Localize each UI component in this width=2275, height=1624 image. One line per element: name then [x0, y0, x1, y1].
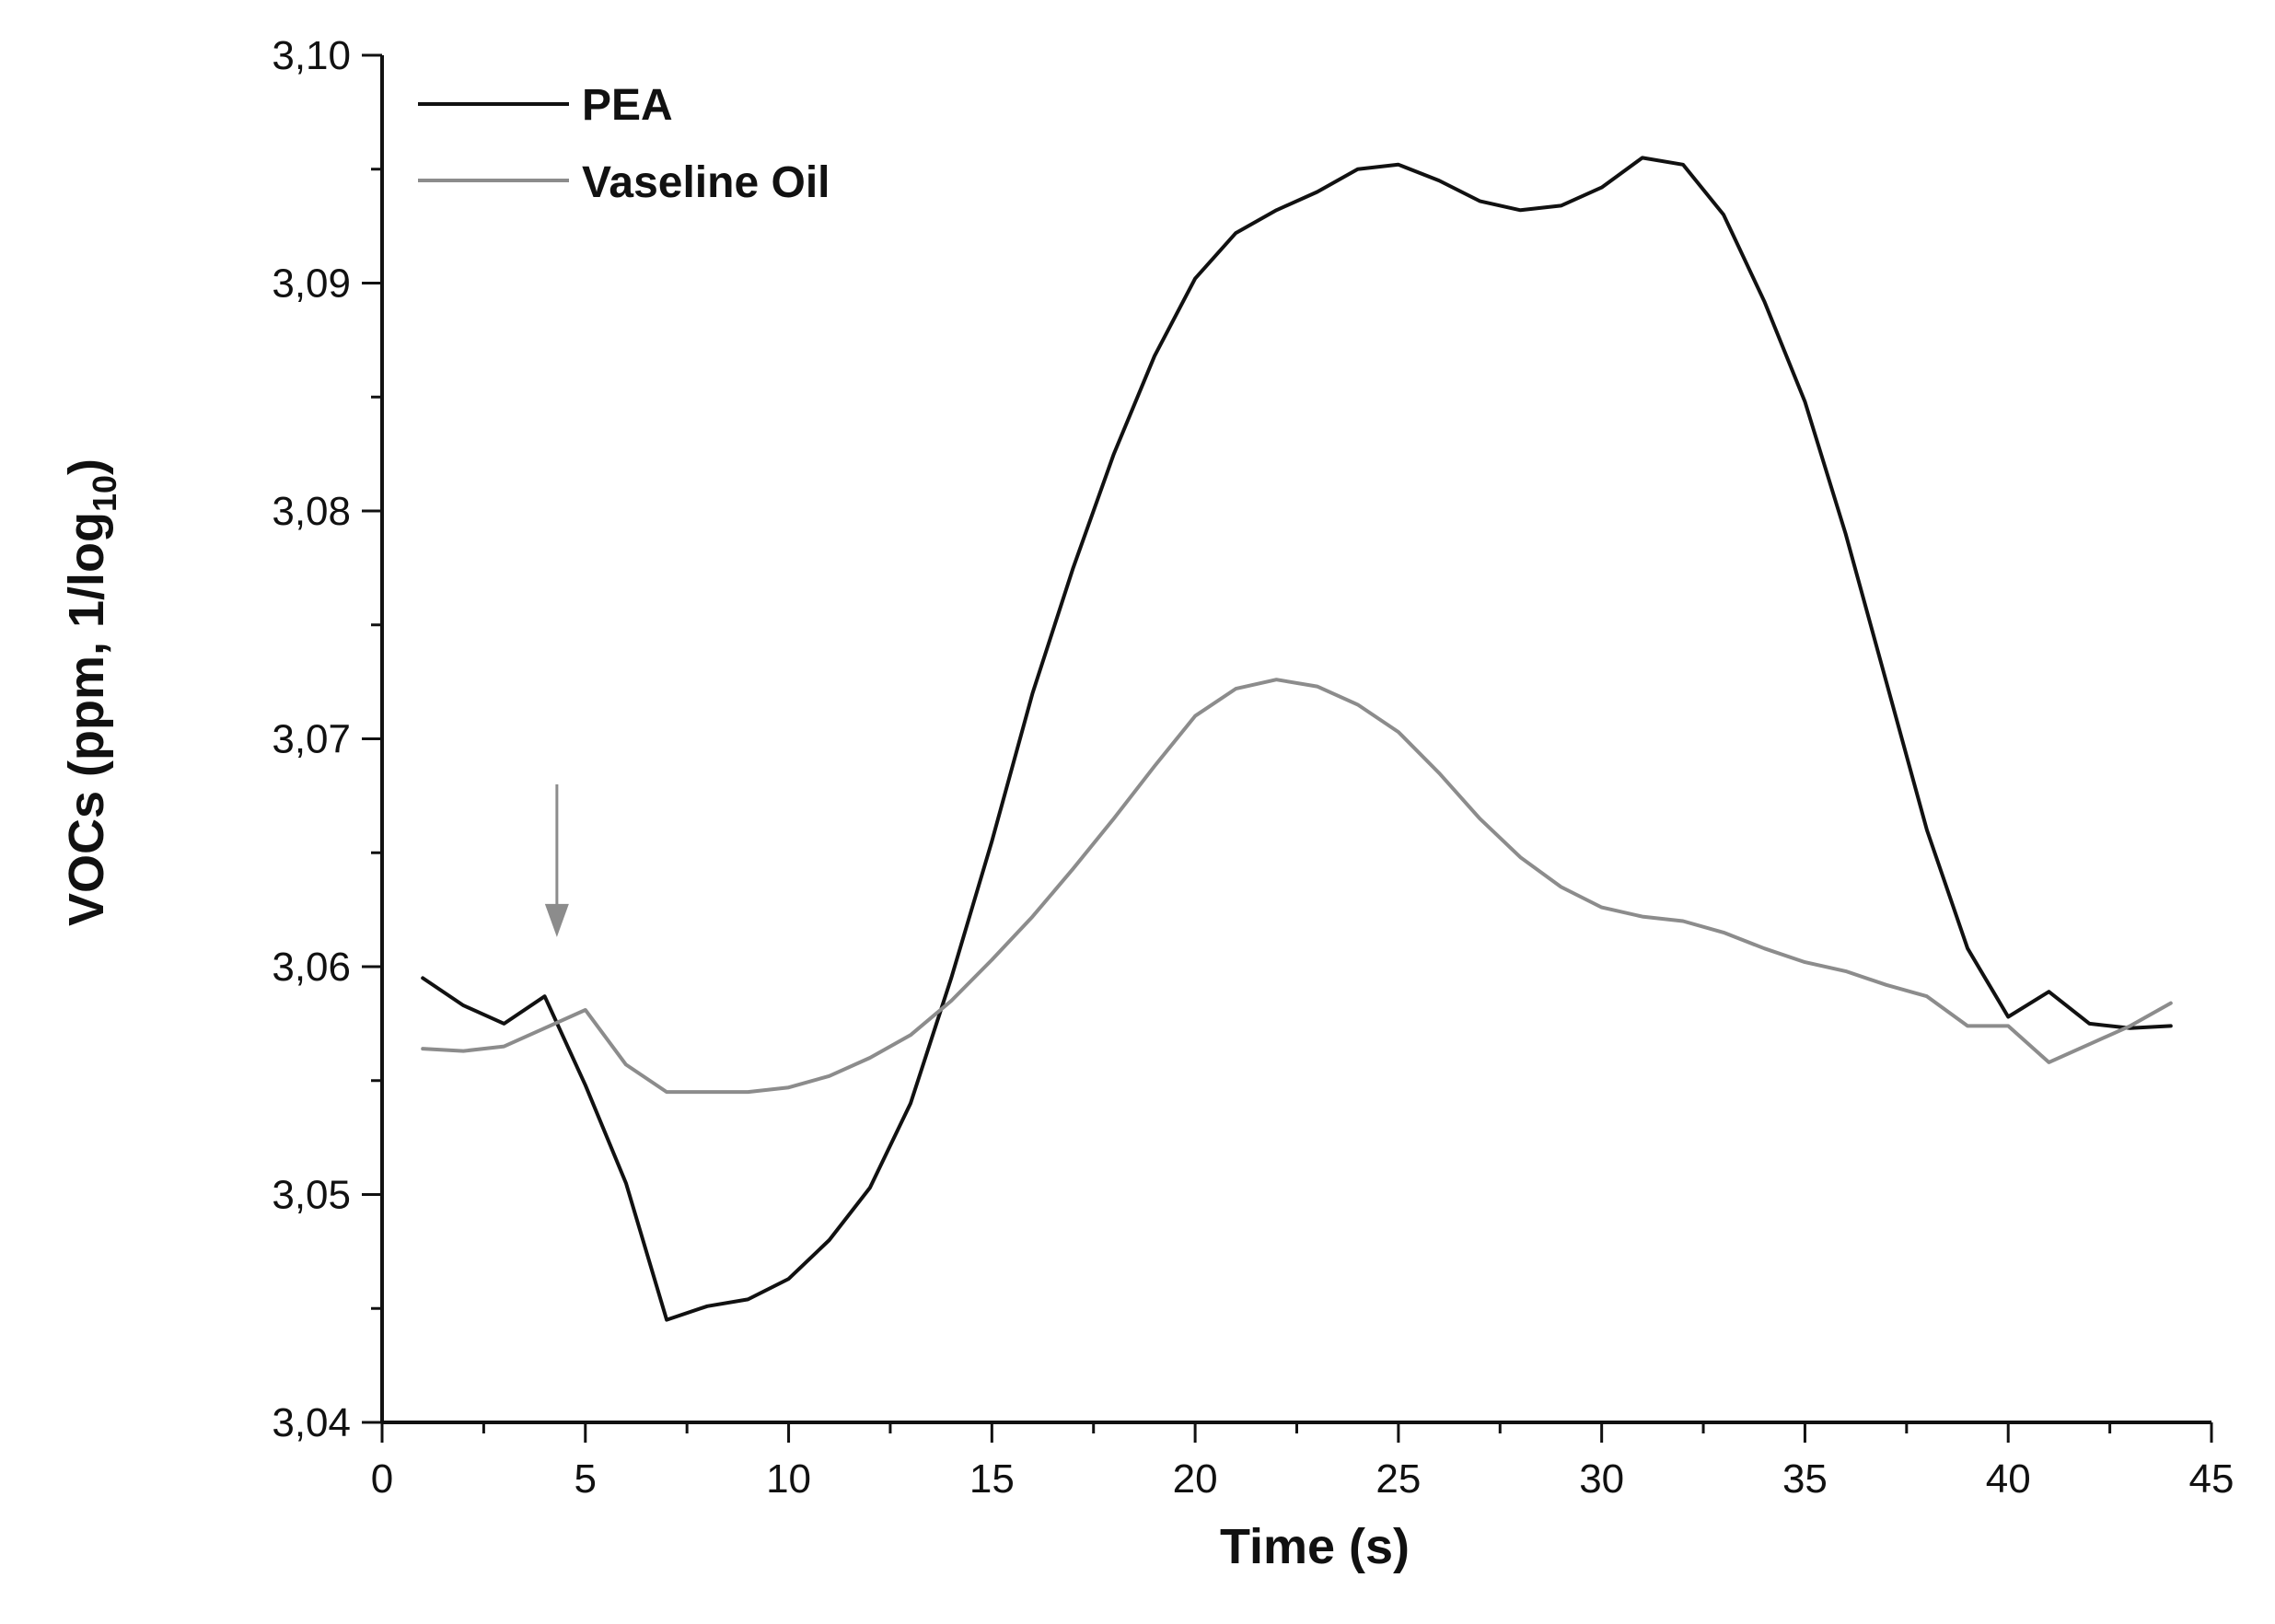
x-tick-label: 40	[1986, 1456, 2031, 1502]
y-axis-title-close: )	[59, 458, 114, 475]
series-layer	[421, 156, 2173, 1322]
arrow-head	[544, 903, 569, 937]
x-tick-label: 35	[1782, 1456, 1828, 1502]
x-tick-label: 0	[371, 1456, 393, 1502]
y-axis-ticks: 3,04 3,05 3,06 3,07 3,08 3,09 3,10	[272, 33, 382, 1445]
x-tick-label: 45	[2189, 1456, 2234, 1502]
svg-text:VOCs (ppm, 1/log10): VOCs (ppm, 1/log10)	[59, 458, 123, 926]
y-axis-title-main: VOCs (ppm, 1/log	[59, 512, 114, 926]
y-tick-label: 3,07	[272, 717, 351, 762]
y-tick-label: 3,04	[272, 1400, 351, 1445]
y-axis-title-subscript: 10	[86, 475, 123, 512]
x-tick-label: 15	[969, 1456, 1015, 1502]
legend-label-vaseline-oil: Vaseline Oil	[582, 158, 830, 207]
x-axis-title: Time (s)	[1220, 1519, 1410, 1574]
y-tick-label: 3,10	[272, 33, 351, 78]
annotation-layer	[544, 784, 569, 937]
y-tick-label: 3,06	[272, 945, 351, 990]
y-tick-label: 3,05	[272, 1173, 351, 1218]
x-tick-label: 30	[1579, 1456, 1624, 1502]
y-axis-title: VOCs (ppm, 1/log10)	[59, 458, 123, 926]
x-tick-label: 10	[766, 1456, 811, 1502]
legend-label-pea: PEA	[582, 81, 673, 130]
series-line-vaseline-oil	[421, 678, 2173, 1095]
y-tick-label: 3,08	[272, 489, 351, 534]
x-tick-label: 25	[1375, 1456, 1421, 1502]
series-line-pea	[421, 156, 2173, 1322]
x-tick-label: 20	[1173, 1456, 1218, 1502]
x-tick-label: 5	[575, 1456, 597, 1502]
y-tick-label: 3,09	[272, 261, 351, 307]
legend: PEA Vaseline Oil	[418, 81, 830, 207]
x-axis-ticks: 0 5 10 15 20 25 30 35 40 45	[371, 1422, 2234, 1502]
